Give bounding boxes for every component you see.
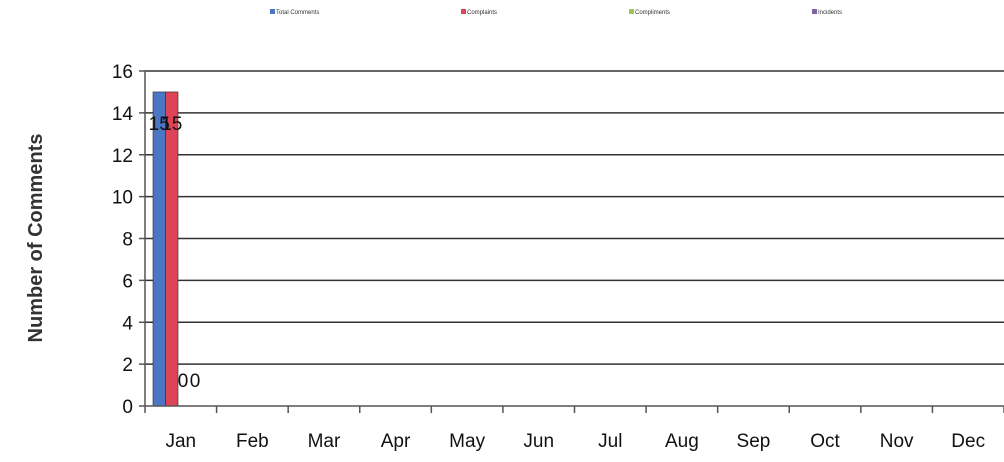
legend-swatch xyxy=(812,9,817,14)
x-tick-label: Aug xyxy=(665,431,699,452)
legend-swatch xyxy=(461,9,466,14)
y-axis-title: Number of Comments xyxy=(25,134,47,343)
legend-swatch xyxy=(270,9,275,14)
x-tick-label: Nov xyxy=(880,431,914,452)
x-tick-label: Sep xyxy=(737,431,771,452)
data-label: 0 xyxy=(190,371,201,392)
y-tick-label: 2 xyxy=(122,355,133,376)
gridlines xyxy=(145,70,1004,365)
legend-label: Complaints xyxy=(467,10,497,16)
bar-total-comments xyxy=(152,91,166,407)
y-tick-label: 14 xyxy=(112,104,134,125)
y-tick-label: 10 xyxy=(112,188,133,209)
data-label: 0 xyxy=(178,371,189,392)
x-tick-label: Feb xyxy=(236,431,269,452)
x-tick-label: Jan xyxy=(165,431,196,452)
legend-label: Total Comments xyxy=(276,10,319,16)
x-tick-label: Jul xyxy=(598,431,622,452)
y-tick-label: 6 xyxy=(122,271,133,292)
x-tick-label: May xyxy=(449,431,485,452)
legend-label: Compliments xyxy=(635,10,670,16)
y-tick-label: 8 xyxy=(122,230,133,251)
y-tick-label: 16 xyxy=(112,62,133,83)
x-tick-label: Dec xyxy=(951,431,985,452)
y-tick-label: 12 xyxy=(112,146,133,167)
y-tick-label: 0 xyxy=(122,397,133,418)
axes: 0 2 4 6 8 10 12 14 16 Jan Feb Mar Apr May Jun Jul Aug Sep… xyxy=(112,62,1004,452)
x-tick-label: Mar xyxy=(308,431,341,452)
x-tick-label: Apr xyxy=(381,431,411,452)
legend-label: Incidents xyxy=(818,10,842,16)
x-tick-label: Oct xyxy=(810,431,840,452)
y-tick-label: 4 xyxy=(122,313,133,334)
data-label: 15 xyxy=(161,114,182,135)
bar-complaints xyxy=(165,91,179,407)
legend-swatch xyxy=(629,9,634,14)
x-tick-label: Jun xyxy=(523,431,554,452)
legend: Total Comments Complaints Compliments Incid… xyxy=(270,9,842,16)
data-label: 15 xyxy=(149,114,170,135)
